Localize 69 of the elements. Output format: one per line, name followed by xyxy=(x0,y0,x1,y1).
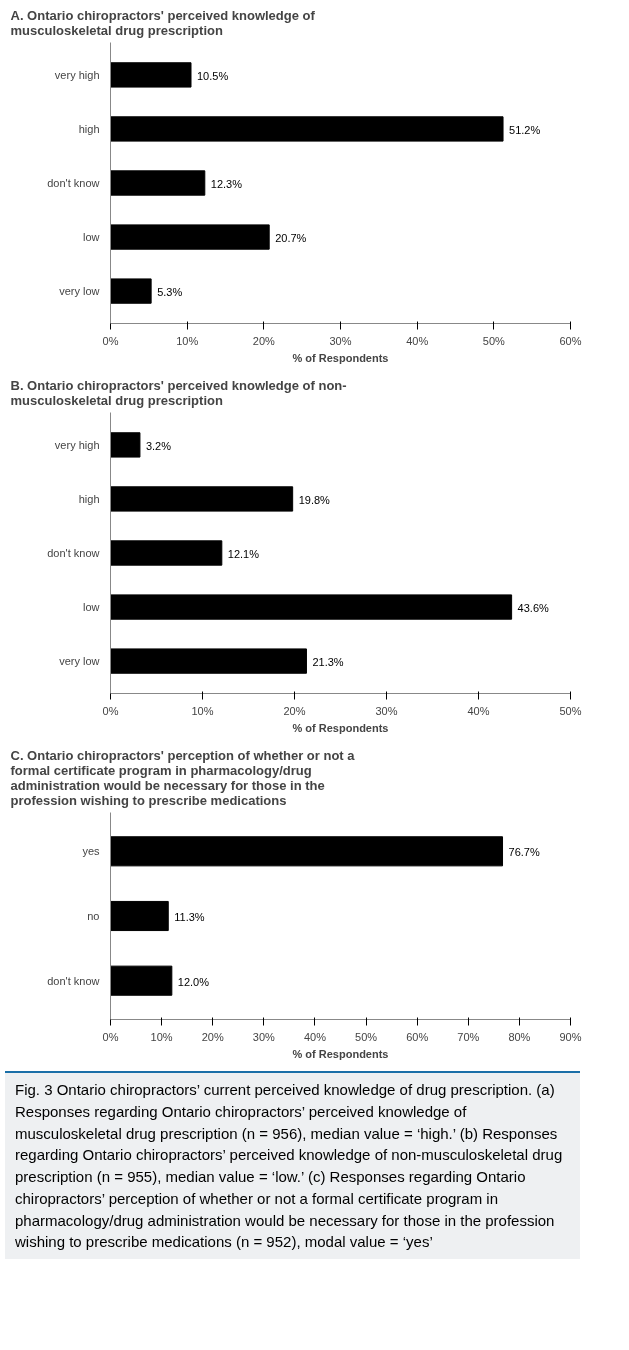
data-label: 76.7% xyxy=(508,846,540,859)
data-label: 12.0% xyxy=(177,975,210,988)
x-tick-label: 20% xyxy=(283,704,306,717)
x-tick-label: 0% xyxy=(102,334,119,347)
data-label: 12.1% xyxy=(227,548,260,560)
bar xyxy=(110,116,504,142)
bar xyxy=(110,432,141,458)
x-axis-title: % of Respondents xyxy=(292,721,389,734)
y-tick-label: very high xyxy=(54,438,100,451)
data-label: 43.6% xyxy=(517,602,550,615)
bar xyxy=(110,965,173,996)
x-tick-label: 70% xyxy=(457,1030,480,1043)
bar xyxy=(110,648,307,674)
chart-title: A. Ontario chiropractors' perceived knowledge of musculoskeletal drug prescription xyxy=(10,7,316,38)
x-tick-label: 80% xyxy=(508,1030,531,1043)
x-tick-label: 40% xyxy=(467,704,490,717)
x-tick-label: 50% xyxy=(355,1030,378,1043)
y-tick-label: very low xyxy=(59,285,100,298)
bar xyxy=(110,594,513,620)
data-label: 3.2% xyxy=(145,439,172,452)
y-tick-label: no xyxy=(87,910,100,922)
data-label: 20.7% xyxy=(275,232,307,245)
x-tick-label: 60% xyxy=(406,1030,429,1043)
x-tick-label: 40% xyxy=(303,1030,327,1043)
x-tick-label: 30% xyxy=(375,704,398,717)
data-label: 12.3% xyxy=(210,178,243,190)
bar xyxy=(110,486,294,512)
bar xyxy=(110,540,223,566)
y-tick-label: don't know xyxy=(47,177,100,189)
x-axis-title: % of Respondents xyxy=(292,351,389,364)
x-tick-label: 0% xyxy=(102,1030,119,1043)
x-tick-label: 10% xyxy=(191,704,214,717)
chart-title: B. Ontario chiropractors' perceived knowledge of non- musculoskeletal drug prescription xyxy=(10,377,347,408)
y-tick-label: don't know xyxy=(47,547,100,559)
x-tick-label: 20% xyxy=(252,334,276,347)
y-tick-label: yes xyxy=(82,845,100,858)
x-tick-label: 10% xyxy=(150,1030,173,1043)
data-label: 5.3% xyxy=(157,286,183,299)
x-tick-label: 50% xyxy=(559,704,582,717)
y-tick-label: very high xyxy=(54,68,100,81)
bar xyxy=(110,62,192,88)
x-tick-label: 90% xyxy=(559,1030,582,1043)
y-tick-label: low xyxy=(82,231,100,244)
y-tick-label: don't know xyxy=(47,974,100,987)
data-label: 21.3% xyxy=(312,656,344,669)
bar xyxy=(110,836,504,867)
y-tick-label: high xyxy=(78,492,100,505)
x-tick-label: 0% xyxy=(102,704,119,717)
data-label: 51.2% xyxy=(509,123,541,136)
x-tick-label: 60% xyxy=(559,334,582,347)
bar xyxy=(110,224,270,250)
bar xyxy=(110,170,206,196)
y-tick-label: low xyxy=(82,601,100,614)
y-tick-label: high xyxy=(78,122,100,135)
data-label: 11.3% xyxy=(174,911,205,923)
x-tick-label: 10% xyxy=(176,334,199,347)
x-axis-title: % of Respondents xyxy=(292,1047,389,1060)
x-tick-label: 20% xyxy=(201,1030,224,1043)
y-tick-label: very low xyxy=(59,655,100,668)
bar xyxy=(110,900,169,932)
x-tick-label: 30% xyxy=(252,1030,276,1043)
bar xyxy=(110,278,152,304)
x-tick-label: 40% xyxy=(406,334,429,347)
caption: Fig. 3 Ontario chiropractors’ current perceived knowledge of drug prescription. (a) Responses regarding Ontario chiropractors’ perceived knowledge of musculoskeletal drug prescription (n = 956), median value = ‘high.’ (b) Responses regarding Ontario chiropractors’ perceived knowledge of non-musculoskeletal drug prescription (n = 955), median value = ‘low.’ (c) Responses regarding Ontario chiropractors’ perception of whether or not a formal certificate program in pharmacology/drug administration would be necessary for those in the profession wishing to prescribe medications (n = 952), modal value = ‘yes’ xyxy=(5,1071,580,1259)
x-tick-label: 50% xyxy=(482,334,506,347)
data-label: 19.8% xyxy=(298,493,331,506)
x-tick-label: 30% xyxy=(329,334,352,347)
chart-title: C. Ontario chiropractors' perception of whether or not a formal certificate program in pharmacology/drug administration would be necessary for those in the profession wishing to prescribe medications xyxy=(10,747,356,808)
data-label: 10.5% xyxy=(197,69,229,82)
